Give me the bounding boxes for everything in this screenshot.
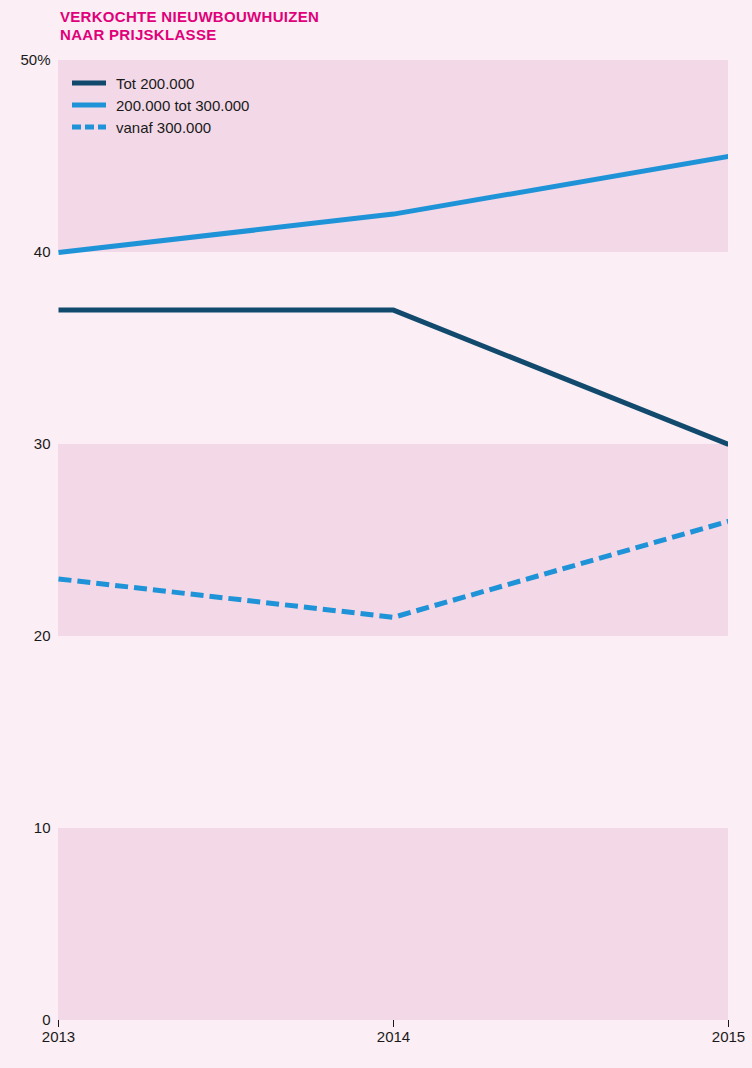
svg-text:20: 20: [34, 627, 51, 644]
svg-text:2013: 2013: [42, 1028, 75, 1045]
html-text:200.000 tot 300.000: 200.000 tot 300.000: [116, 96, 250, 114]
svg-text:30: 30: [34, 435, 51, 452]
svg-text:40: 40: [34, 243, 51, 260]
svg-text:2015: 2015: [712, 1028, 745, 1045]
svg-text:50%: 50%: [20, 51, 50, 68]
html-text:vanaf 300.000: vanaf 300.000: [116, 118, 212, 136]
svg-text:10: 10: [34, 819, 51, 836]
html-text:NAAR PRIJSKLASSE: NAAR PRIJSKLASSE: [60, 26, 217, 43]
html-text:VERKOCHTE NIEUWBOUWHUIZEN: VERKOCHTE NIEUWBOUWHUIZEN: [60, 8, 320, 25]
svg-text:2014: 2014: [377, 1028, 410, 1045]
html-text:Tot 200.000: Tot 200.000: [116, 74, 195, 92]
svg-text:0: 0: [42, 1011, 50, 1028]
